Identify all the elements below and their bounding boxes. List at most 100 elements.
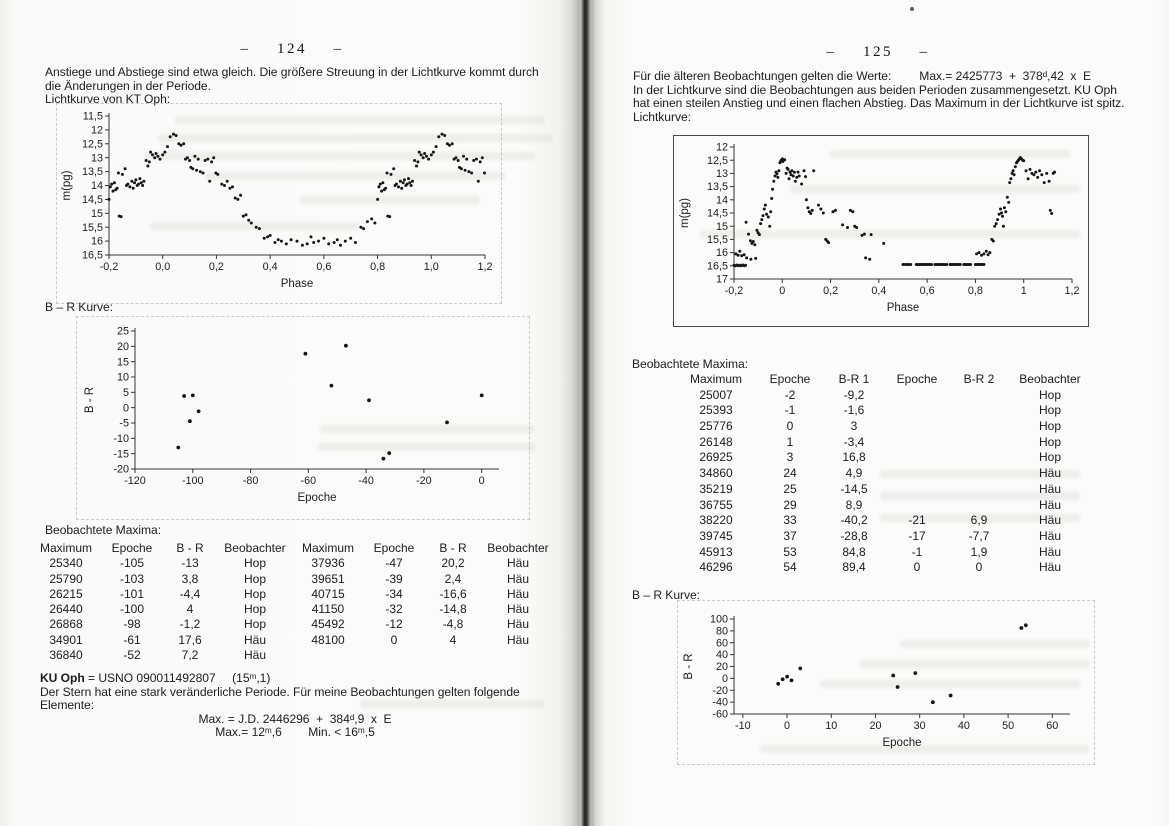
table-cell: Häu: [1038, 528, 1061, 543]
table-cell: [949, 419, 1009, 435]
table-header: B-R 2: [963, 372, 995, 386]
svg-text:15: 15: [716, 221, 728, 233]
table-cell: -100: [119, 602, 145, 617]
table-header: Epoche: [769, 372, 811, 386]
table-cell: Hop: [1038, 450, 1061, 465]
svg-text:40: 40: [716, 649, 728, 661]
svg-text:13,5: 13,5: [707, 181, 728, 193]
table-cell: -9,2: [843, 387, 865, 402]
table-header: Beobachter: [224, 541, 286, 555]
svg-text:15,5: 15,5: [82, 222, 103, 234]
page-number: – 124 –: [240, 41, 344, 57]
table-header: Maximum: [39, 541, 92, 555]
ku-oph-designation: KU Oph = USNO 090011492807 (15ᵐ,1): [40, 671, 550, 686]
bleedthrough-ghost: [880, 514, 1080, 522]
svg-text:20: 20: [117, 341, 129, 353]
table-cell: Häu: [243, 648, 266, 663]
table-cell: Hop: [243, 586, 266, 601]
svg-text:16,5: 16,5: [82, 250, 103, 262]
maxima-table-kt-oph: Maximum Epoche B - R Beobachter Maximum Epoch…: [30, 541, 554, 663]
table-cell: -3,4: [843, 434, 865, 449]
table-cell: -1: [784, 403, 796, 418]
svg-text:-60: -60: [712, 709, 728, 721]
svg-text:0,8: 0,8: [968, 285, 983, 297]
table-cell: 25007: [699, 387, 733, 402]
svg-text:40: 40: [958, 720, 970, 732]
table-cell: [885, 498, 949, 514]
table-header: Epoche: [896, 372, 938, 386]
svg-text:Phase: Phase: [887, 302, 920, 314]
elements-intro: Für die älteren Beobachtungen gelten die…: [633, 69, 892, 83]
magnitude-range: Max.= 12ᵐ,6 Min. < 16ᵐ,5: [215, 725, 375, 740]
svg-text:17: 17: [716, 274, 728, 286]
table-cell: Häu: [1038, 466, 1061, 481]
table-cell: [364, 648, 424, 663]
table-cell: Häu: [506, 632, 529, 647]
table-cell: [949, 466, 1009, 482]
table-cell: Häu: [506, 617, 529, 632]
table-cell: 54: [783, 560, 797, 575]
usno-id: = USNO 090011492807 (15ᵐ,1): [84, 671, 271, 685]
table-cell: [424, 648, 482, 663]
bleedthrough-ghost: [175, 116, 545, 124]
table-cell: [885, 435, 949, 451]
ku-oph-lightcurve-chart: 12 12,5 13 13,5 14 14,5 15 15,5 16 16,5 17 -0,2 0 0,2…: [673, 135, 1089, 327]
table-cell: Hop: [1038, 403, 1061, 418]
table-cell: -21: [908, 513, 926, 528]
bleedthrough-ghost: [205, 172, 505, 180]
svg-text:12: 12: [91, 125, 103, 137]
table-cell: 39651: [311, 571, 345, 586]
table-cell: 3,8: [181, 571, 199, 586]
svg-text:12: 12: [716, 142, 728, 154]
svg-text:14,5: 14,5: [82, 194, 103, 206]
intro-paragraph: Anstiege und Abstiege sind etwa gleich. …: [45, 65, 539, 107]
svg-text:-40: -40: [712, 697, 728, 709]
table-cell: Hop: [243, 602, 266, 617]
svg-text:-80: -80: [243, 475, 259, 487]
svg-text:14: 14: [716, 194, 728, 206]
page-125: [592, 0, 1169, 826]
bleedthrough-ghost: [880, 470, 1080, 478]
svg-text:0,4: 0,4: [263, 261, 278, 273]
table-cell: 37: [783, 528, 797, 543]
star-name: KU Oph: [40, 671, 85, 685]
bleedthrough-ghost: [150, 222, 360, 230]
svg-text:Epoche: Epoche: [882, 737, 921, 749]
svg-text:12,5: 12,5: [82, 138, 103, 150]
table-cell: 8,9: [845, 497, 863, 512]
bleedthrough-ghost: [860, 660, 1090, 668]
svg-text:1,2: 1,2: [477, 261, 492, 273]
bleedthrough-ghost: [360, 700, 545, 708]
table-cell: 45913: [699, 544, 733, 559]
table-cell: -12: [385, 617, 403, 632]
svg-text:0,6: 0,6: [920, 285, 935, 297]
table-cell: 38220: [699, 513, 733, 528]
svg-text:13: 13: [716, 168, 728, 180]
svg-text:0: 0: [479, 475, 485, 487]
svg-text:-5: -5: [119, 418, 129, 430]
svg-text:10: 10: [825, 720, 837, 732]
svg-text:-100: -100: [182, 475, 204, 487]
table-cell: -105: [119, 556, 145, 571]
table-cell: 24: [783, 466, 797, 481]
table-cell: 33: [783, 513, 797, 528]
table-cell: [949, 388, 1009, 404]
svg-text:Epoche: Epoche: [297, 492, 336, 504]
maxima-table-ku-oph: Maximum Epoche B-R 1 Epoche B-R 2 Beobachter 2…: [675, 372, 1091, 576]
svg-text:20: 20: [716, 661, 728, 673]
svg-text:15,5: 15,5: [707, 234, 728, 246]
table-cell: 3: [786, 450, 794, 465]
svg-text:-20: -20: [712, 685, 728, 697]
table-cell: 25776: [699, 419, 733, 434]
table-cell: [885, 403, 949, 419]
elements-formula: Max. = J.D. 2446296 + 384ᵈ,9 x E: [198, 711, 392, 726]
table-cell: -101: [119, 586, 145, 601]
table-cell: 0: [913, 560, 921, 575]
svg-text:0,4: 0,4: [871, 285, 886, 297]
table-cell: -103: [119, 571, 145, 586]
svg-text:25: 25: [117, 326, 129, 338]
svg-text:0: 0: [784, 720, 790, 732]
table-cell: 39745: [699, 528, 733, 543]
table-cell: 25: [783, 481, 797, 496]
